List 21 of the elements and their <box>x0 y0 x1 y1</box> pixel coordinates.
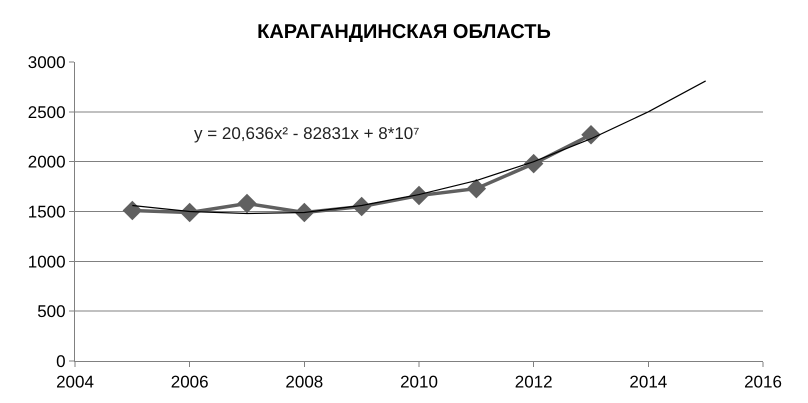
point <box>524 154 544 174</box>
x-tick-label: 2004 <box>56 372 94 392</box>
x-tick-label: 2008 <box>285 372 324 392</box>
x-tick-label: 2012 <box>514 372 553 392</box>
y-tick-label: 500 <box>37 302 66 322</box>
y-tick-label: 1000 <box>28 252 66 272</box>
x-tick-label: 2006 <box>170 372 209 392</box>
chart-title: КАРАГАНДИНСКАЯ ОБЛАСТЬ <box>257 21 551 44</box>
y-tick-label: 2000 <box>28 152 66 172</box>
x-tick-label: 2014 <box>629 372 668 392</box>
y-tick-label: 3000 <box>28 52 66 72</box>
point <box>122 200 142 220</box>
annotation: y = 20,636x² - 82831x + 8*10⁷ <box>194 124 420 143</box>
y-tick-label: 1500 <box>28 202 66 222</box>
point <box>237 194 257 214</box>
y-tick-label: 2500 <box>28 102 66 122</box>
point <box>581 125 601 145</box>
x-tick-label: 2016 <box>744 372 782 392</box>
point <box>466 178 486 198</box>
x-tick-label: 2010 <box>400 372 438 392</box>
y-tick-label: 0 <box>56 352 66 371</box>
